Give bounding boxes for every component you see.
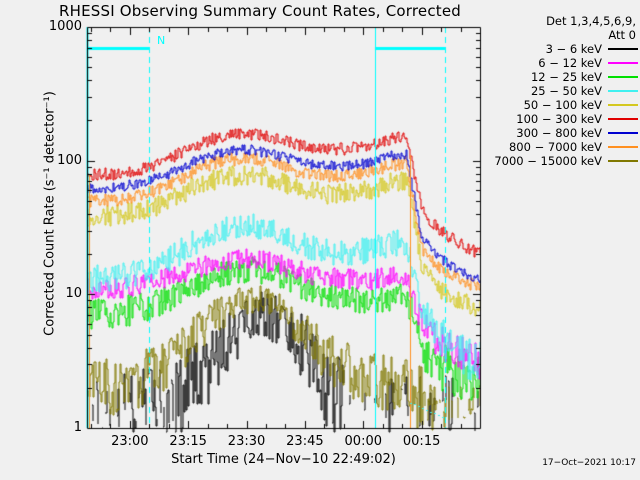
y-tick-label: 1	[73, 420, 82, 435]
legend-entries: 3 − 6 keV 6 − 12 keV 12 − 25 keV 25 − 50 ke…	[484, 42, 640, 168]
legend-entry: 50 − 100 keV	[484, 98, 640, 112]
legend-entry-swatch	[608, 118, 638, 120]
x-tick-label: 00:00	[344, 434, 382, 449]
legend-entry-swatch	[608, 132, 638, 134]
x-tick-label: 23:30	[227, 434, 266, 449]
x-tick-label: 23:00	[111, 434, 149, 449]
legend-entry: 12 − 25 keV	[484, 70, 640, 84]
legend: Det 1,3,4,5,6,9, Att 0 3 − 6 keV 6 − 12 k…	[484, 14, 640, 168]
legend-entry-label: 12 − 25 keV	[530, 70, 602, 84]
legend-entry: 300 − 800 keV	[484, 126, 640, 140]
legend-entry-label: 800 − 7000 keV	[508, 140, 602, 154]
legend-entry-swatch	[608, 90, 638, 92]
y-tick-label: 1000	[48, 19, 82, 34]
legend-entry-label: 100 − 300 keV	[516, 112, 602, 126]
x-tick-label: 23:15	[169, 434, 207, 449]
legend-entry: 7000 − 15000 keV	[484, 154, 640, 168]
y-tick-label: 100	[57, 152, 82, 168]
render-timestamp: 17−Oct−2021 10:17	[542, 458, 636, 468]
legend-detectors: Det 1,3,4,5,6,9,	[546, 14, 636, 28]
legend-entry: 6 − 12 keV	[484, 56, 640, 70]
night-marker-label: N	[157, 34, 166, 47]
legend-entry-swatch	[608, 76, 638, 78]
legend-entry-swatch	[608, 62, 638, 64]
legend-entry-swatch	[608, 104, 638, 106]
page-title: RHESSI Observing Summary Count Rates, Co…	[58, 2, 461, 20]
legend-attenuator: Att 0	[608, 28, 636, 42]
legend-entry-label: 6 − 12 keV	[538, 56, 602, 70]
legend-entry: 25 − 50 keV	[484, 84, 640, 98]
y-tick-label: 10	[65, 286, 82, 302]
x-tick-label: 23:45	[286, 434, 324, 449]
legend-entry-swatch	[608, 48, 638, 50]
legend-entry-swatch	[608, 160, 638, 162]
legend-entry-label: 50 − 100 keV	[523, 98, 602, 112]
legend-entry-label: 3 − 6 keV	[545, 42, 602, 56]
y-axis-label: Corrected Count Rate (s⁻¹ detector⁻¹)	[42, 91, 58, 336]
legend-entry: 3 − 6 keV	[484, 42, 640, 56]
x-axis-label: Start Time (24−Nov−10 22:49:02)	[171, 452, 396, 467]
legend-entry: 100 − 300 keV	[484, 112, 640, 126]
legend-entry: 800 − 7000 keV	[484, 140, 640, 154]
x-tick-label: 00:15	[402, 434, 441, 449]
legend-entry-swatch	[608, 146, 638, 148]
legend-entry-label: 7000 − 15000 keV	[494, 154, 602, 168]
legend-entry-label: 25 − 50 keV	[530, 84, 602, 98]
legend-entry-label: 300 − 800 keV	[516, 126, 602, 140]
